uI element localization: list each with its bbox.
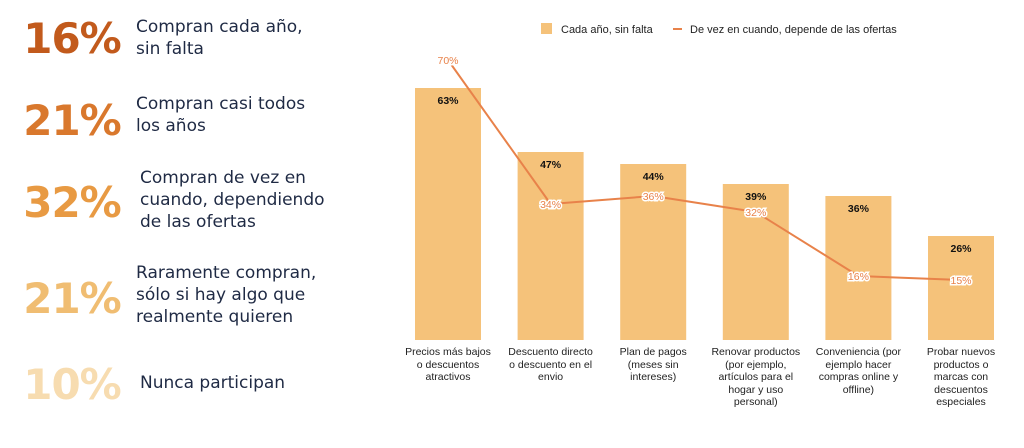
line-point (445, 57, 451, 63)
line-point (958, 277, 964, 283)
bar (825, 196, 892, 340)
stat-row: 21% Compran casi todos los años (0, 86, 360, 166)
category-label: Probar nuevos productos o marcas con des… (926, 346, 996, 408)
stat-percent: 10% (23, 360, 122, 409)
stat-percent: 21% (23, 96, 122, 145)
bar-value-label: 39% (745, 191, 767, 203)
stat-description: Compran casi todos los años (136, 94, 306, 136)
line-value-label: 34% (540, 199, 561, 211)
stat-row: 16% Compran cada año, sin falta (0, 6, 360, 86)
stat-description: Compran cada año, sin falta (136, 17, 303, 59)
category-label: Plan de pagos (meses sin intereses) (619, 346, 687, 383)
stats-panel: 16% Compran cada año, sin falta 21% Comp… (0, 0, 360, 448)
bar (928, 236, 994, 340)
chart-svg: Cada año, sin falta De vez en cuando, dep… (415, 23, 994, 340)
line-point (650, 193, 656, 199)
stat-row: 21% Raramente compran, sólo si hay algo … (0, 258, 360, 338)
stat-percent: 16% (23, 14, 122, 63)
bar (517, 152, 584, 340)
stat-percent: 32% (23, 178, 122, 227)
bar (415, 88, 481, 340)
legend-swatch-bar (541, 23, 552, 34)
line-value-label: 15% (950, 275, 971, 287)
line-value-label: 32% (745, 207, 766, 219)
stat-description: Raramente compran, sólo si hay algo que … (136, 263, 317, 327)
line-value-label: 70% (437, 55, 458, 67)
line-value-label: 16% (848, 271, 869, 283)
bar-value-label: 63% (437, 95, 459, 107)
series-line (447, 59, 962, 281)
line-point (855, 273, 861, 279)
stat-row: 10% Nunca participan (0, 350, 360, 430)
bar-value-label: 44% (643, 171, 665, 183)
combo-chart: Cada año, sin falta De vez en cuando, dep… (384, 0, 1024, 448)
stat-description: Compran de vez en cuando, dependiendo de… (140, 168, 325, 232)
stat-percent: 21% (23, 274, 122, 323)
category-label: Renovar productos (por ejemplo, artículo… (711, 346, 801, 408)
line-point (548, 201, 554, 207)
stat-description: Nunca participan (140, 373, 286, 393)
category-label: Precios más bajos o descuentos atractivo… (405, 346, 491, 383)
category-label: Descuento directo o descuento en el envi… (508, 346, 593, 383)
legend-label-bar: Cada año, sin falta (561, 24, 654, 36)
bar-value-label: 36% (848, 203, 870, 215)
bar-value-label: 47% (540, 159, 562, 171)
line-point (753, 209, 759, 215)
bar-value-label: 26% (950, 243, 972, 255)
line-value-label: 36% (643, 191, 664, 203)
bar (620, 164, 687, 340)
stat-row: 32% Compran de vez en cuando, dependiend… (0, 166, 360, 246)
legend-label-line: De vez en cuando, depende de las ofertas (690, 24, 897, 36)
category-label: Conveniencia (por ejemplo hacer compras … (815, 346, 901, 396)
